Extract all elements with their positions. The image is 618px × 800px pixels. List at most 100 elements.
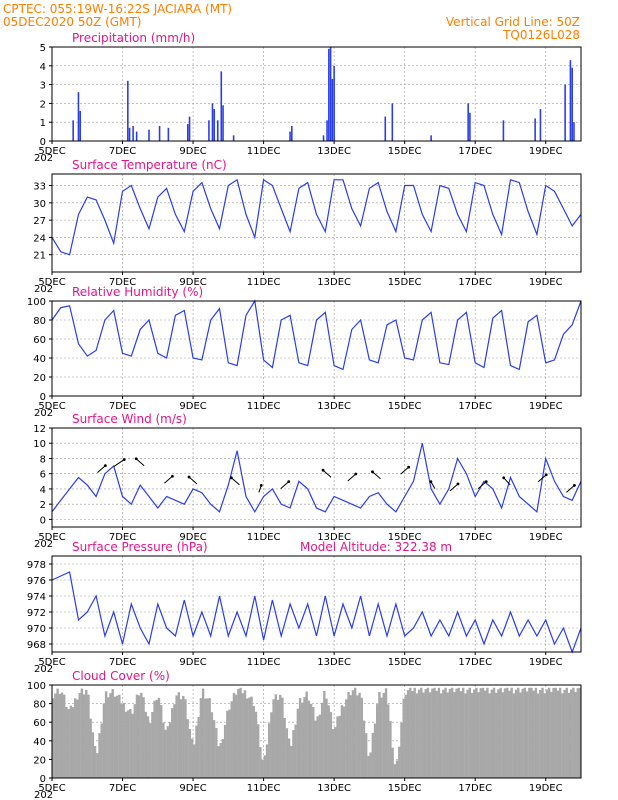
cloud-bar — [69, 705, 73, 778]
cloud-bar — [424, 689, 427, 778]
x-tick-label: 19DEC — [529, 401, 563, 412]
cloud-bar — [243, 690, 247, 778]
cloud-bar — [173, 704, 176, 778]
cloud-bar — [318, 714, 322, 778]
x-tick-label: 5DEC — [38, 401, 65, 412]
wind-arrow — [188, 476, 198, 485]
x-tick-label: 17DEC — [458, 277, 492, 288]
x-year-stub: 202 — [34, 790, 53, 800]
x-tick-label: 19DEC — [529, 657, 563, 668]
x-tick-label: 17DEC — [458, 783, 492, 794]
y-tick-label: 60 — [33, 335, 46, 346]
y-tick-label: 974 — [27, 592, 46, 603]
cloud-bar — [488, 693, 491, 778]
cloud-bar — [384, 688, 388, 778]
x-year-stub: 202 — [34, 284, 53, 295]
x-tick-label: 17DEC — [458, 146, 492, 157]
cloud-bar — [334, 727, 337, 778]
cloud-bar — [391, 747, 394, 778]
x-tick-label: 9DEC — [179, 401, 206, 412]
precip-bar — [326, 120, 328, 141]
precip-bar — [188, 116, 191, 141]
cloud-bar — [193, 744, 196, 778]
cloud-bar — [93, 746, 97, 778]
precip-bar — [148, 129, 150, 141]
cloud-bar — [506, 687, 509, 778]
cloud-bar — [400, 722, 403, 778]
cloud-bar — [569, 689, 573, 778]
precip-bar — [213, 109, 216, 141]
x-tick-label: 15DEC — [388, 657, 422, 668]
wind-arrow-head — [502, 476, 506, 480]
cloud-bar — [316, 716, 319, 778]
wind-arrow-head — [544, 473, 548, 477]
cloud-bar — [87, 694, 90, 778]
x-tick-label: 5DEC — [38, 532, 65, 543]
precip-bar — [573, 122, 575, 141]
series-line — [51, 571, 582, 654]
cloud-bar — [204, 698, 207, 778]
x-tick-label: 19DEC — [529, 532, 563, 543]
cloud-bar — [406, 690, 410, 778]
cloud-bar — [248, 697, 251, 778]
cloud-bar — [126, 710, 130, 778]
wind-arrow-head — [484, 480, 488, 484]
wind-arrow — [400, 466, 409, 475]
series-line — [51, 178, 582, 256]
precip-bar — [569, 60, 572, 141]
y-tick-label: 5 — [40, 43, 46, 54]
panel-0: Precipitation (mm/h) 0 1 2 3 4 5 5DEC 7DEC 9DEC 11… — [34, 31, 582, 164]
cloud-bar — [111, 688, 114, 778]
cloud-bar — [98, 733, 101, 778]
panel-title: Surface Temperature (nC) — [72, 158, 227, 172]
x-tick-label: 19DEC — [529, 783, 563, 794]
cloud-bar — [364, 733, 368, 778]
cloud-bar — [492, 687, 496, 778]
cloud-bar — [137, 695, 141, 778]
cloud-bar — [133, 704, 136, 778]
panel-3: Surface Wind (m/s) 0 2 4 6 8 10 12 5DEC 7DEC 9DEC 1… — [33, 412, 582, 550]
precip-bar — [72, 120, 74, 141]
precip-bar — [502, 120, 505, 141]
cloud-bar — [115, 695, 119, 778]
cloud-bar — [426, 687, 430, 778]
cloud-bar — [543, 693, 546, 778]
cloud-bar — [331, 729, 335, 778]
y-tick-label: 2 — [40, 500, 46, 511]
y-tick-label: 10 — [33, 439, 46, 450]
cloud-bar — [208, 698, 211, 778]
cloud-bar — [382, 692, 386, 778]
cloud-bar — [501, 692, 505, 778]
x-year-stub: 202 — [34, 539, 53, 550]
cloud-bar — [237, 689, 240, 778]
cloud-bar — [175, 695, 178, 778]
y-tick-label: 80 — [33, 700, 46, 711]
cloud-bar — [329, 712, 333, 778]
x-tick-label: 11DEC — [247, 532, 281, 543]
x-tick-label: 15DEC — [388, 783, 422, 794]
cloud-bar — [177, 692, 181, 778]
x-tick-label: 9DEC — [179, 783, 206, 794]
cloud-bar — [100, 723, 103, 778]
cloud-bar — [435, 690, 438, 778]
header-grid-note: Vertical Grid Line: 50Z — [446, 15, 580, 29]
panel-title: Cloud Cover (%) — [72, 669, 170, 683]
cloud-bar — [398, 746, 401, 778]
x-year-stub: 202 — [34, 664, 53, 675]
cloud-bar — [309, 703, 313, 778]
x-tick-label: 9DEC — [179, 532, 206, 543]
cloud-bar — [495, 692, 498, 778]
y-tick-label: 80 — [33, 316, 46, 327]
cloud-bar — [342, 706, 346, 778]
panel-annotation: Model Altitude: 322.38 m — [300, 540, 452, 554]
cloud-bar — [422, 692, 425, 778]
cloud-bar — [371, 732, 375, 778]
cloud-bar — [104, 691, 108, 778]
cloud-bar — [369, 752, 372, 778]
cloud-bar — [345, 699, 348, 778]
x-tick-label: 19DEC — [529, 146, 563, 157]
cloud-bar — [261, 759, 264, 778]
cloud-bar — [534, 687, 538, 778]
cloud-bar — [508, 690, 511, 778]
cloud-bar — [182, 695, 185, 778]
